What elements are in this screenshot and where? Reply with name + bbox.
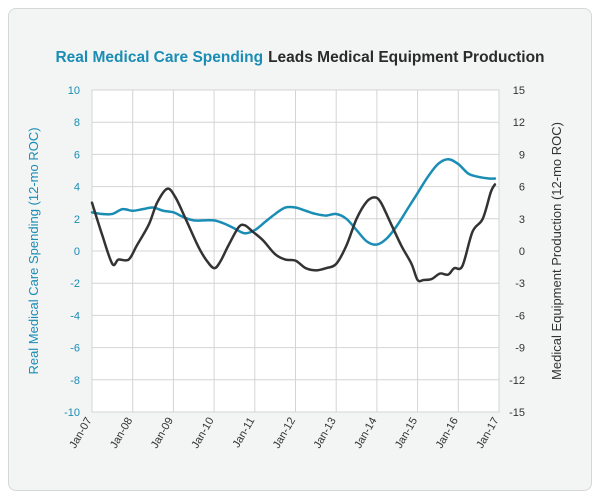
y-right-tick-label: -6 xyxy=(515,310,525,322)
chart-title: Real Medical Care Spending Leads Medical … xyxy=(55,49,544,66)
x-tick-label: Jan-14 xyxy=(352,416,379,451)
y-left-tick-label: -10 xyxy=(64,407,80,419)
y-right-tick-label: -3 xyxy=(515,278,525,290)
y-left-tick-label: 4 xyxy=(74,182,80,194)
y-left-tick-label: -4 xyxy=(70,310,80,322)
y-axis-right-label: Medical Equipment Production (12-mo ROC) xyxy=(549,122,564,380)
x-tick-label: Jan-15 xyxy=(393,416,420,451)
y-right-tick-label: -9 xyxy=(515,343,525,355)
y-left-tick-label: 8 xyxy=(74,117,80,129)
y-right-tick-label: 6 xyxy=(519,182,525,194)
y-right-tick-label: 9 xyxy=(519,149,525,161)
x-tick-label: Jan-17 xyxy=(474,416,501,451)
y-left-tick-label: 0 xyxy=(74,246,80,258)
x-tick-label: Jan-10 xyxy=(189,416,216,451)
y-left-tick-label: 6 xyxy=(74,149,80,161)
y-left-tick-label: -2 xyxy=(70,278,80,290)
x-tick-label: Jan-09 xyxy=(149,416,176,451)
y-right-tick-label: -15 xyxy=(509,407,525,419)
x-tick-label: Jan-13 xyxy=(312,416,339,451)
y-left-tick-label: 2 xyxy=(74,214,80,226)
y-right-tick-label: 3 xyxy=(519,214,525,226)
y-left-tick-label: -6 xyxy=(70,343,80,355)
chart-title-part2: Leads Medical Equipment Production xyxy=(268,49,544,66)
y-right-tick-label: 15 xyxy=(513,85,525,97)
series-line-spending xyxy=(90,157,497,246)
y-left-tick-label: -8 xyxy=(70,375,80,387)
chart-title-part1: Real Medical Care Spending xyxy=(55,49,263,66)
y-right-tick-label: -12 xyxy=(509,375,525,387)
y-axis-left-label: Real Medical Care Spending (12-mo ROC) xyxy=(26,127,41,374)
x-tick-label: Jan-12 xyxy=(271,416,298,451)
x-tick-label: Jan-07 xyxy=(67,416,94,451)
x-tick-label: Jan-08 xyxy=(108,416,135,451)
x-tick-label: Jan-11 xyxy=(231,416,258,450)
y-right-tick-label: 12 xyxy=(513,117,525,129)
x-tick-label: Jan-16 xyxy=(434,416,461,451)
y-left-tick-label: 10 xyxy=(68,85,80,97)
series-line-production xyxy=(90,183,497,283)
y-right-tick-label: 0 xyxy=(519,246,525,258)
